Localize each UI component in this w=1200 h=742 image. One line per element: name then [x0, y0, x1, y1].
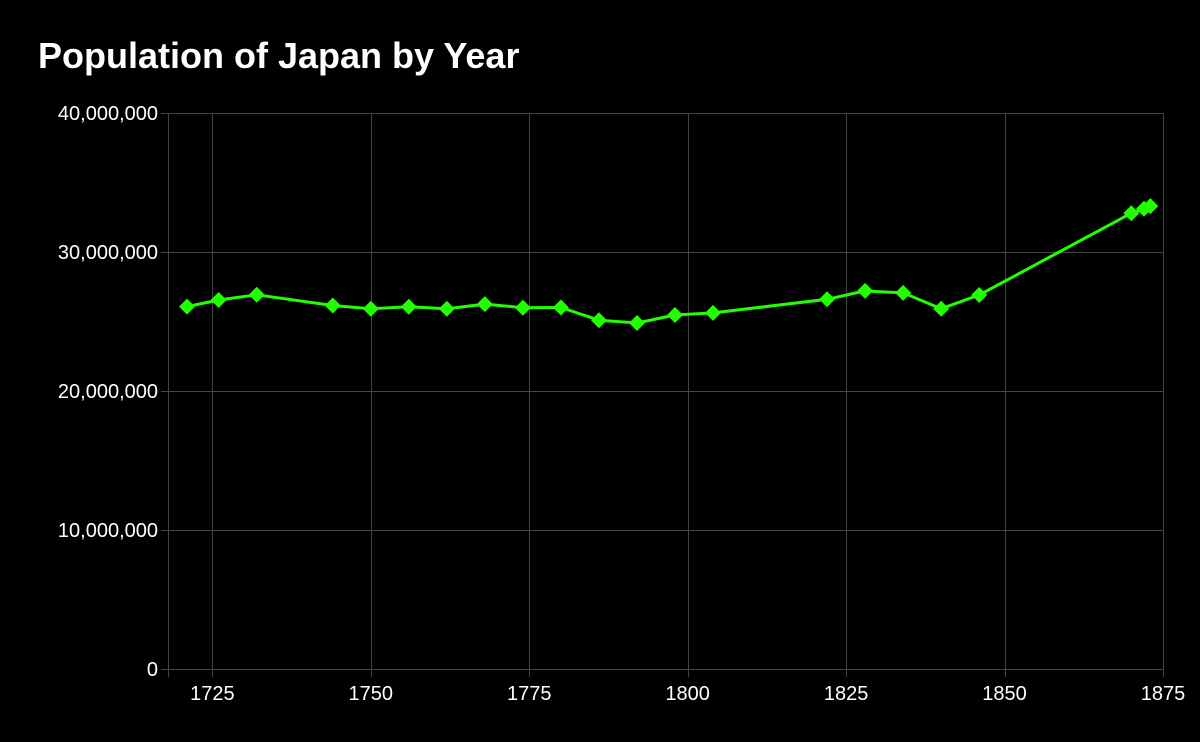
data-point-marker: [179, 298, 196, 315]
x-tick-label: 1875: [1141, 683, 1186, 705]
x-tick-label: 1750: [349, 683, 394, 705]
data-point-marker: [476, 296, 493, 313]
series-line: [186, 204, 1151, 325]
data-point-marker: [362, 300, 379, 317]
y-tick-label: 10,000,000: [58, 520, 158, 542]
x-tick-label: 1775: [507, 683, 552, 705]
y-axis: 0 10,000,000 20,000,000 30,000,000 40,000,00…: [58, 103, 158, 681]
data-point-marker: [1123, 205, 1140, 222]
data-point-marker: [210, 291, 227, 308]
series-layer: [179, 198, 1159, 332]
data-point-marker: [705, 304, 722, 321]
x-axis: 1725 1750 1775 1800 1825 1850 1875: [190, 683, 1185, 705]
data-point-marker: [895, 284, 912, 301]
x-tick-label: 1800: [665, 683, 710, 705]
chart-title: Population of Japan by Year: [38, 35, 520, 76]
data-point-marker: [819, 291, 836, 308]
gridlines: [161, 113, 1164, 677]
data-point-marker: [590, 312, 607, 329]
data-point-marker: [667, 306, 684, 323]
data-point-marker: [628, 315, 645, 332]
data-point-marker: [400, 298, 417, 315]
x-tick-label: 1825: [824, 683, 869, 705]
data-point-marker: [933, 300, 950, 317]
y-tick-label: 20,000,000: [58, 381, 158, 403]
data-point-marker: [552, 299, 569, 316]
data-point-marker: [857, 282, 874, 299]
data-point-marker: [1142, 198, 1159, 215]
data-point-marker: [248, 286, 265, 303]
data-point-marker: [438, 300, 455, 317]
y-tick-label: 40,000,000: [58, 103, 158, 125]
x-tick-label: 1850: [982, 683, 1027, 705]
data-point-marker: [324, 297, 341, 314]
x-tick-label: 1725: [190, 683, 235, 705]
data-point-marker: [971, 286, 988, 303]
y-tick-label: 30,000,000: [58, 242, 158, 264]
y-tick-label: 0: [147, 659, 158, 681]
data-point-marker: [514, 299, 531, 316]
